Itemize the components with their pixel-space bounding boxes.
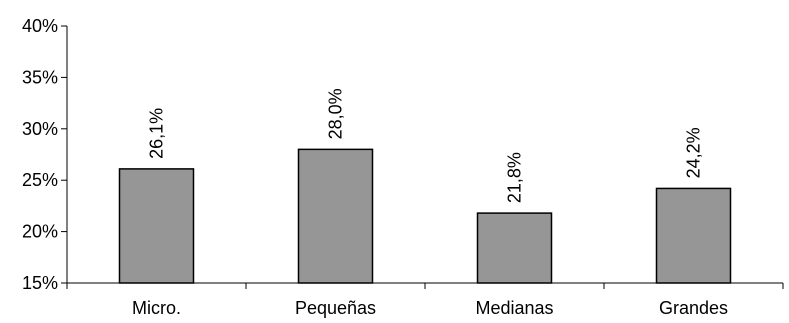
y-tick-label: 15% (22, 273, 58, 293)
bar-grandes (655, 187, 732, 284)
data-label: 24,2% (684, 127, 704, 178)
x-category-label: Pequeñas (295, 298, 376, 318)
y-axis: 15% 20% 25% 30% 35% 40% (22, 16, 68, 293)
y-tick-label: 25% (22, 170, 58, 190)
bars (118, 148, 732, 284)
bar-medianas (476, 212, 553, 284)
y-tick-label: 40% (22, 16, 58, 36)
y-tick-label: 20% (22, 222, 58, 242)
y-tick-label: 30% (22, 119, 58, 139)
x-category-label: Micro. (132, 298, 181, 318)
data-label: 28,0% (326, 88, 346, 139)
bar-pequenas (297, 148, 374, 284)
y-tick-label: 35% (22, 67, 58, 87)
data-label: 21,8% (505, 152, 525, 203)
x-axis: Micro. Pequeñas Medianas Grandes (66, 282, 784, 318)
bar-micro (118, 168, 195, 284)
x-category-label: Medianas (475, 298, 553, 318)
data-label: 26,1% (147, 108, 167, 159)
x-category-label: Grandes (659, 298, 728, 318)
data-labels: 26,1% 28,0% 21,8% 24,2% (147, 88, 704, 203)
